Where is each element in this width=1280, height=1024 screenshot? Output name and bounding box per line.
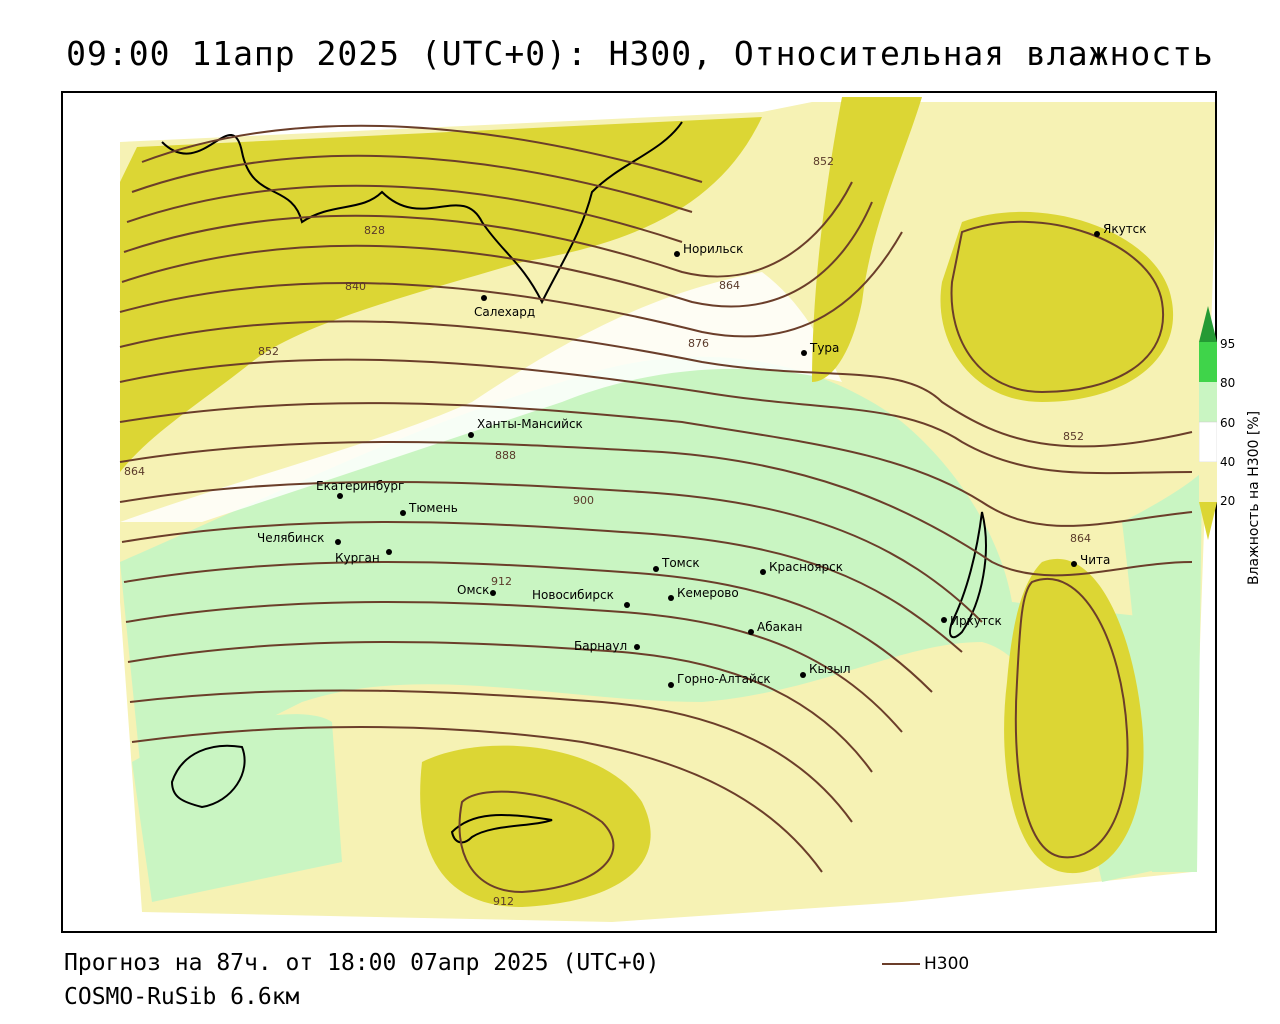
humidity-colorbar [1199, 306, 1217, 540]
city-label: Иркутск [950, 614, 1002, 628]
lake-outline [170, 744, 246, 809]
city-label: Красноярск [769, 560, 843, 574]
city-label: Новосибирск [532, 588, 614, 602]
svg-text:852: 852 [813, 155, 834, 168]
city-label: Кызыл [809, 662, 851, 676]
svg-text:828: 828 [364, 224, 385, 237]
colorbar-tick: 40 [1220, 455, 1236, 469]
svg-text:888: 888 [495, 449, 516, 462]
city-markers: Якутск Норильск Салехард Тура Ханты-Манс… [257, 222, 1147, 688]
city-label: Абакан [757, 620, 802, 634]
city-label: Горно-Алтайск [677, 672, 771, 686]
colorbar-tick: 20 [1220, 494, 1236, 508]
city-label: Чита [1080, 553, 1110, 567]
colorbar-tick: 80 [1220, 376, 1236, 390]
svg-text:864: 864 [719, 279, 740, 292]
city-label: Норильск [683, 242, 743, 256]
humidity-below20-chita [1004, 558, 1144, 874]
model-name: COSMO-RuSib 6.6км [64, 984, 300, 1010]
svg-text:912: 912 [491, 575, 512, 588]
city-label: Тюмень [408, 501, 458, 515]
city-label: Тура [809, 341, 839, 355]
forecast-info: Прогноз на 87ч. от 18:00 07апр 2025 (UTC… [64, 950, 660, 976]
city-label: Кемерово [677, 586, 739, 600]
svg-text:912: 912 [493, 895, 514, 908]
weather-map: 828 840 852 852 852 864 864 864 876 888 … [61, 91, 1217, 933]
humidity-below20-north [120, 117, 762, 472]
colorbar-title: Влажность на H300 [%] [1246, 410, 1262, 585]
city-label: Челябинск [257, 531, 324, 545]
humidity-below20-yakutsk [940, 211, 1174, 402]
svg-text:876: 876 [688, 337, 709, 350]
map-canvas: 828 840 852 852 852 864 864 864 876 888 … [63, 93, 1215, 931]
colorbar-tick: 60 [1220, 416, 1236, 430]
map-title: 09:00 11апр 2025 (UTC+0): H300, Относите… [66, 34, 1214, 73]
humidity-below20-south [420, 745, 651, 907]
colorbar-tick: 95 [1220, 337, 1236, 351]
svg-text:864: 864 [124, 465, 145, 478]
h300-contours [119, 124, 1193, 894]
svg-text:900: 900 [573, 494, 594, 507]
arctic-coastline [161, 121, 683, 305]
city-label: Курган [335, 551, 380, 565]
svg-text:840: 840 [345, 280, 366, 293]
city-label: Омск [457, 583, 489, 597]
h300-legend-line [882, 963, 920, 965]
city-label: Екатеринбург [316, 479, 404, 493]
humidity-60-80-area [120, 356, 1192, 882]
lake-baikal [949, 511, 987, 639]
city-label: Ханты-Мансийск [477, 417, 583, 431]
contour-labels: 828 840 852 852 852 864 864 864 876 888 … [124, 155, 1091, 908]
city-label: Томск [661, 556, 700, 570]
svg-text:852: 852 [258, 345, 279, 358]
svg-text:864: 864 [1070, 532, 1091, 545]
city-label: Барнаул [574, 639, 627, 653]
city-label: Якутск [1103, 222, 1147, 236]
city-label: Салехард [474, 305, 535, 319]
svg-text:852: 852 [1063, 430, 1084, 443]
h300-legend-label: H300 [924, 954, 970, 974]
